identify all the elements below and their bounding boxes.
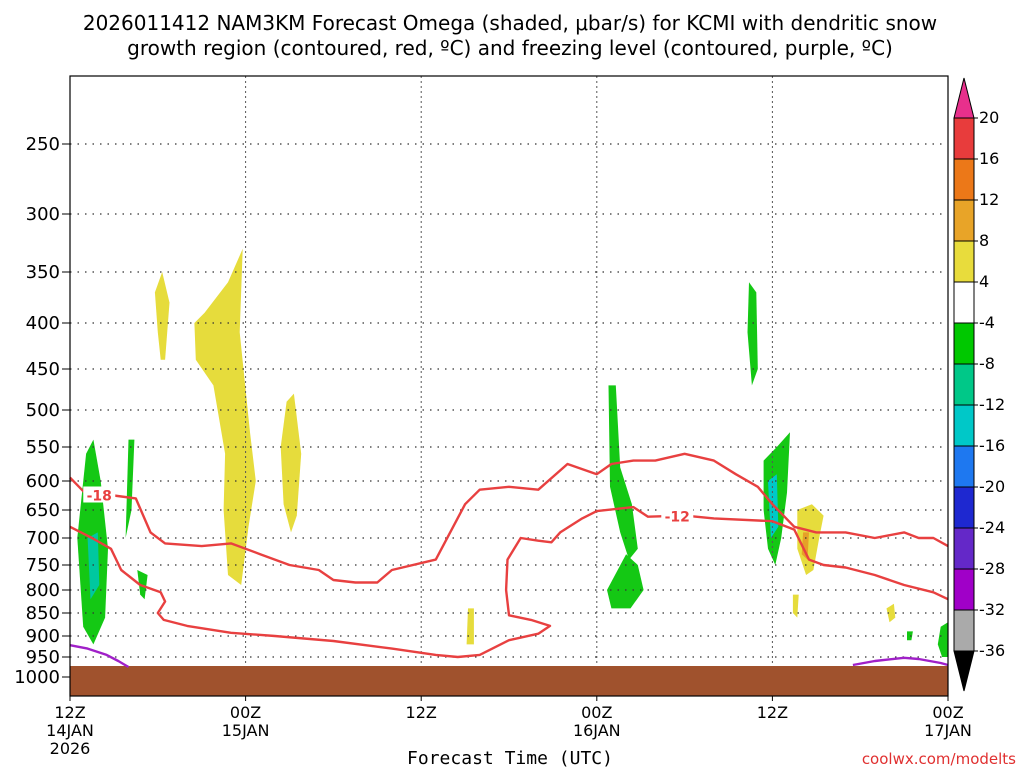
rising-omega-1-core [87,532,100,600]
rising-omega-4 [608,385,638,560]
colorbar-band-6 [953,322,975,365]
colorbar-label-1: 16 [979,149,999,168]
chart-title-line-2: growth region (contoured, red, ºC) and f… [127,36,893,60]
contour-layer: -18 -12 [69,452,949,669]
rising-omega-6 [747,282,758,386]
colorbar-band-1 [953,117,975,160]
plot-area: -18 -12 [69,75,949,697]
y-tick-label-400: 400 [26,313,60,334]
dgz-minus18-contour-label: -18 [87,489,112,505]
sinking-omega-6 [792,594,799,618]
surface-ground-band [70,666,948,696]
sinking-omega-7 [886,603,896,623]
y-tick-label-450: 450 [26,359,60,380]
colorbar-label-12: -32 [979,600,1005,619]
x-tick-label-5-2: 17JAN [924,721,972,740]
colorbar-label-9: -20 [979,477,1005,496]
rising-omega-9 [937,622,948,657]
colorbar-label-13: -36 [979,641,1005,660]
omega-shading-layer [77,248,948,657]
y-tick-label-850: 850 [26,603,60,624]
colorbar-band-3 [953,199,975,242]
y-tick-label-750: 750 [26,555,60,576]
freezing-level-contour-1 [69,644,130,669]
colorbar-label-4: 4 [979,272,989,291]
omega-colorbar: 20 16 12 8 4 -4 -8 -12 -16 -20 -24 -28 -32 -36 [953,77,1005,692]
x-tick-label-2-1: 12Z [406,703,437,722]
y-tick-label-900: 900 [26,626,60,647]
y-tick-label-300: 300 [26,204,60,225]
credit-text: coolwx.com/modelts [862,750,1016,768]
colorbar-band-11 [953,527,975,570]
x-tick-label-3-2: 16JAN [573,721,621,740]
colorbar-band-5 [953,281,975,324]
colorbar-label-11: -28 [979,559,1005,578]
pressure-axis: 2503003504004505005506006507007508008509… [14,134,70,688]
freezing-level-contour-2 [852,656,949,667]
colorbar-label-6: -8 [979,354,995,373]
colorbar-band-2 [953,158,975,201]
dgz-minus18-contour [69,452,949,584]
sinking-omega-5-core [801,532,809,560]
rising-omega-8 [907,631,913,641]
colorbar-bottom-triangle [953,650,975,692]
colorbar-band-9 [953,445,975,488]
x-tick-label-3-1: 00Z [581,703,612,722]
colorbar-band-8 [953,404,975,447]
chart-title-line-1: 2026011412 NAM3KM Forecast Omega (shaded… [83,11,937,35]
dgz-minus18-contour-label-bg [83,486,116,503]
colorbar-top-triangle [953,77,975,119]
y-tick-label-700: 700 [26,528,60,549]
colorbar-label-0: 20 [979,108,999,127]
x-tick-label-1-2: 15JAN [222,721,270,740]
x-axis-label: Forecast Time (UTC) [407,748,613,768]
x-tick-label-4-1: 12Z [757,703,788,722]
sinking-omega-1 [154,272,170,360]
y-tick-label-350: 350 [26,262,60,283]
y-tick-label-600: 600 [26,471,60,492]
x-tick-label-0-2: 14JAN [46,721,94,740]
x-tick-label-0-3: 2026 [50,739,91,758]
sinking-omega-2 [194,248,256,586]
colorbar-label-7: -12 [979,395,1005,414]
colorbar-band-4 [953,240,975,283]
y-tick-label-500: 500 [26,400,60,421]
dgz-minus12-contour-label-bg [661,507,694,524]
x-tick-label-5-1: 00Z [932,703,963,722]
colorbar-band-13 [953,609,975,652]
x-tick-label-0-1: 12Z [54,703,85,722]
colorbar-band-12 [953,568,975,611]
x-tick-label-1-1: 00Z [230,703,261,722]
colorbar-band-10 [953,486,975,529]
rising-omega-5 [607,554,644,609]
dgz-minus12-contour-label: -12 [665,510,690,526]
y-tick-label-650: 650 [26,500,60,521]
colorbar-label-10: -24 [979,518,1005,537]
rising-omega-2 [125,439,135,538]
colorbar-label-8: -16 [979,436,1005,455]
sinking-omega-5 [797,504,824,575]
colorbar-band-7 [953,363,975,406]
dgz-minus12-contour [69,505,949,659]
y-tick-label-1000: 1000 [14,667,60,688]
plot-background [70,76,948,696]
colorbar-label-2: 12 [979,190,999,209]
colorbar-label-3: 8 [979,231,989,250]
y-tick-label-550: 550 [26,437,60,458]
colorbar-label-5: -4 [979,313,995,332]
y-tick-label-800: 800 [26,580,60,601]
y-tick-label-950: 950 [26,647,60,668]
y-tick-label-250: 250 [26,134,60,155]
plot-frame [69,75,949,697]
sinking-omega-3 [280,393,302,533]
